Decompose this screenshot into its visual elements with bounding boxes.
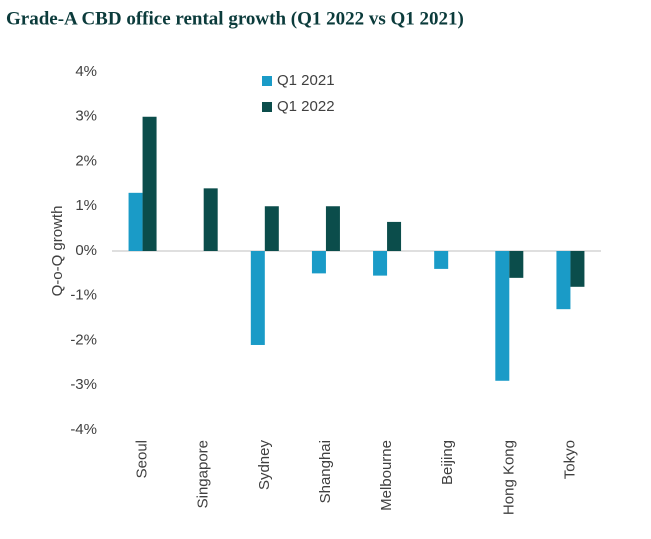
- y-tick-label: -4%: [70, 421, 97, 438]
- legend-label: Q1 2021: [277, 72, 335, 89]
- x-tick-label: Seoul: [134, 440, 151, 478]
- y-tick-label: -2%: [70, 331, 97, 348]
- y-tick-label: -3%: [70, 376, 97, 393]
- x-tick-label: Hong Kong: [500, 440, 517, 515]
- bar: [128, 192, 143, 251]
- x-tick-label: Beijing: [439, 440, 456, 485]
- x-tick-label: Singapore: [195, 440, 212, 508]
- bar: [311, 251, 326, 274]
- y-tick-label: 0%: [75, 242, 97, 259]
- y-tick-label: 2%: [75, 152, 97, 169]
- bar: [264, 206, 279, 251]
- y-tick-label: 4%: [75, 63, 97, 80]
- bar: [203, 188, 218, 251]
- y-tick-label: 1%: [75, 197, 97, 214]
- x-tick-label: Sydney: [256, 440, 273, 491]
- legend-swatch: [262, 76, 272, 86]
- x-tick-label: Shanghai: [317, 440, 334, 503]
- bar: [509, 251, 524, 278]
- bar: [570, 251, 585, 287]
- chart-title: Grade-A CBD office rental growth (Q1 202…: [6, 8, 464, 29]
- bar: [495, 251, 510, 381]
- bar: [373, 251, 388, 276]
- legend-swatch: [262, 102, 272, 112]
- bar: [142, 116, 157, 251]
- bar: [434, 251, 449, 269]
- x-tick-label: Tokyo: [561, 440, 578, 479]
- x-tick-label: Melbourne: [378, 440, 395, 511]
- y-tick-label: -1%: [70, 287, 97, 304]
- bar: [250, 251, 265, 345]
- legend-label: Q1 2022: [277, 98, 335, 115]
- bar: [556, 251, 571, 310]
- bar: [325, 206, 340, 251]
- bar: [387, 221, 402, 251]
- y-axis-label: Q-o-Q growth: [49, 206, 66, 297]
- y-tick-label: 3%: [75, 108, 97, 125]
